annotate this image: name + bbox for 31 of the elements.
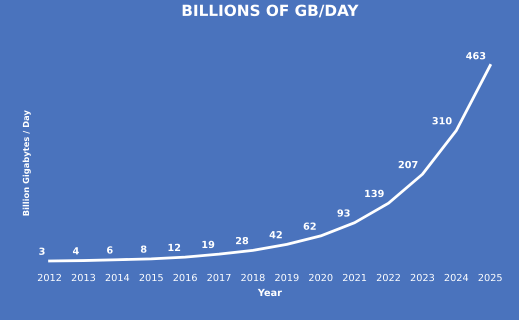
data-label: 310 <box>432 117 452 124</box>
chart-title: BILLIONS OF GB/DAY <box>182 4 359 18</box>
x-tick-label: 2020 <box>309 274 332 282</box>
x-tick-label: 2021 <box>342 274 366 282</box>
data-label: 463 <box>466 52 486 60</box>
x-axis-title: Year <box>258 288 282 296</box>
data-label: 139 <box>365 190 384 198</box>
x-tick-label: 2014 <box>106 274 130 282</box>
x-tick-label: 2017 <box>207 274 231 282</box>
x-tick-label: 2013 <box>72 274 96 282</box>
data-label: 19 <box>202 240 214 248</box>
data-label: 42 <box>270 230 282 238</box>
x-tick-label: 2016 <box>173 274 197 282</box>
data-label: 93 <box>337 209 350 217</box>
x-tick-label: 2012 <box>38 274 61 282</box>
x-tick-label: 2018 <box>241 274 265 282</box>
x-tick-label: 2023 <box>410 274 434 282</box>
data-label: 6 <box>107 246 113 254</box>
data-label: 8 <box>140 245 146 253</box>
x-tick-label: 2019 <box>275 274 299 282</box>
x-tick-label: 2022 <box>376 274 400 282</box>
x-tick-label: 2015 <box>140 274 163 282</box>
data-label: 3 <box>39 248 45 255</box>
y-axis-title: Billion Gigabytes / Day <box>22 110 31 216</box>
data-label: 28 <box>236 236 248 244</box>
data-label: 4 <box>72 247 79 254</box>
data-label: 62 <box>304 222 316 230</box>
x-tick-label: 2025 <box>478 274 502 282</box>
x-tick-label: 2024 <box>444 274 468 282</box>
data-label: 207 <box>398 160 418 168</box>
data-label: 12 <box>168 244 180 251</box>
